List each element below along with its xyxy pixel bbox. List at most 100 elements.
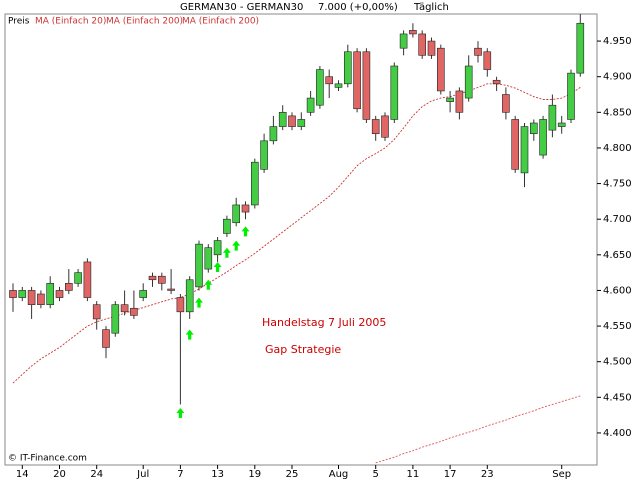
y-tick-label: 4.600 bbox=[603, 285, 632, 296]
y-tick-label: 4.900 bbox=[603, 72, 632, 83]
candle-body bbox=[65, 283, 73, 291]
candle-body bbox=[520, 126, 529, 174]
y-tick-label: 4.750 bbox=[603, 179, 632, 190]
x-tick-label: Aug bbox=[329, 469, 349, 480]
candle-body bbox=[195, 243, 203, 288]
candle-body bbox=[251, 161, 259, 206]
y-tick-label: 4.500 bbox=[603, 357, 632, 368]
x-tick-label: 20 bbox=[53, 469, 66, 480]
candle-body bbox=[409, 30, 417, 35]
candle-body bbox=[316, 69, 324, 106]
candle-body bbox=[111, 304, 120, 334]
candle-body bbox=[418, 33, 427, 56]
footer: © IT-Finance.com bbox=[8, 454, 87, 464]
candle-body bbox=[27, 290, 36, 305]
x-tick-label: 11 bbox=[407, 469, 420, 480]
candle-body bbox=[130, 307, 138, 316]
x-tick-label: 7 bbox=[177, 469, 183, 480]
moving-average bbox=[12, 83, 581, 384]
x-tick-label: 19 bbox=[248, 469, 261, 480]
candle-body bbox=[74, 272, 82, 284]
x-tick-label: 5 bbox=[373, 469, 379, 480]
candle-body bbox=[436, 47, 445, 92]
header-price: 7.000 (+0,00%) bbox=[318, 2, 398, 13]
x-tick-label: 25 bbox=[286, 469, 299, 480]
candle-body bbox=[492, 79, 501, 85]
x-tick-label: 13 bbox=[211, 469, 224, 480]
candle-body bbox=[502, 94, 510, 113]
candle-body bbox=[269, 126, 278, 142]
legend-ma: MA (Einfach 20) bbox=[35, 17, 106, 27]
candle-body bbox=[427, 40, 436, 56]
y-tick-label: 4.800 bbox=[603, 143, 632, 154]
candle-body bbox=[390, 65, 399, 120]
candle-body bbox=[232, 204, 240, 224]
candle-body bbox=[120, 304, 129, 313]
candle-body bbox=[148, 275, 157, 281]
candle-body bbox=[483, 51, 492, 70]
candle-body bbox=[325, 76, 334, 85]
y-tick-label: 4.400 bbox=[603, 428, 632, 439]
candle-body bbox=[102, 329, 110, 348]
x-tick-label: 23 bbox=[481, 469, 494, 480]
candle-body bbox=[548, 104, 557, 131]
candle-body bbox=[353, 51, 361, 110]
x-tick-label: Jul bbox=[136, 469, 149, 480]
x-tick-label: 24 bbox=[90, 469, 103, 480]
candle-body bbox=[464, 65, 473, 99]
signal-arrow bbox=[176, 408, 185, 419]
annotation: Gap Strategie bbox=[265, 343, 341, 356]
y-tick-label: 4.950 bbox=[603, 36, 632, 47]
candle-body bbox=[176, 297, 185, 313]
signal-arrow bbox=[232, 240, 241, 251]
y-tick-label: 4.550 bbox=[603, 321, 632, 332]
candle-body bbox=[278, 112, 287, 127]
y-tick-label: 4.850 bbox=[603, 107, 632, 118]
candle-body bbox=[529, 122, 538, 134]
legend-ma: MA (Einfach 200) bbox=[182, 17, 259, 27]
y-tick-label: 4.650 bbox=[603, 250, 632, 261]
candle-body bbox=[297, 119, 306, 127]
candle-body bbox=[371, 119, 380, 134]
candle-body bbox=[381, 115, 389, 138]
y-tick-label: 4.450 bbox=[603, 392, 632, 403]
candle-body bbox=[306, 97, 315, 113]
candle-body bbox=[334, 83, 343, 88]
candle-body bbox=[343, 51, 352, 85]
legend-price: Preis bbox=[8, 17, 30, 27]
header-period: Täglich bbox=[413, 2, 449, 13]
candle-body bbox=[362, 51, 371, 120]
header-symbol: GERMAN30 - GERMAN30 bbox=[180, 2, 303, 13]
candle-body bbox=[185, 279, 194, 313]
legend-ma: MA (Einfach 200) bbox=[106, 17, 183, 27]
candle-body bbox=[46, 283, 55, 305]
candle-body bbox=[9, 290, 17, 298]
candle-body bbox=[576, 22, 585, 74]
candle-body bbox=[139, 290, 147, 298]
signal-arrow bbox=[185, 329, 194, 340]
candle-body bbox=[37, 293, 45, 305]
candle-body bbox=[539, 119, 547, 156]
candle-body bbox=[167, 288, 175, 291]
candle-body bbox=[158, 275, 166, 284]
candle-body bbox=[446, 97, 454, 102]
x-tick-label: Sep bbox=[552, 469, 571, 480]
signal-arrow bbox=[204, 279, 213, 290]
candle-body bbox=[455, 90, 464, 113]
candle-body bbox=[241, 204, 250, 213]
candle-body bbox=[399, 33, 408, 49]
candle-body bbox=[83, 261, 92, 298]
y-tick-label: 4.700 bbox=[603, 214, 632, 225]
candle-body bbox=[474, 47, 482, 56]
candle-body bbox=[204, 247, 213, 270]
candle-body bbox=[288, 115, 296, 127]
plot-frame bbox=[4, 13, 598, 466]
candle-body bbox=[18, 290, 27, 298]
candle-body bbox=[567, 72, 575, 120]
candle-body bbox=[260, 140, 268, 170]
x-tick-label: 17 bbox=[444, 469, 457, 480]
moving-average bbox=[375, 395, 581, 464]
candle-body bbox=[213, 240, 222, 256]
